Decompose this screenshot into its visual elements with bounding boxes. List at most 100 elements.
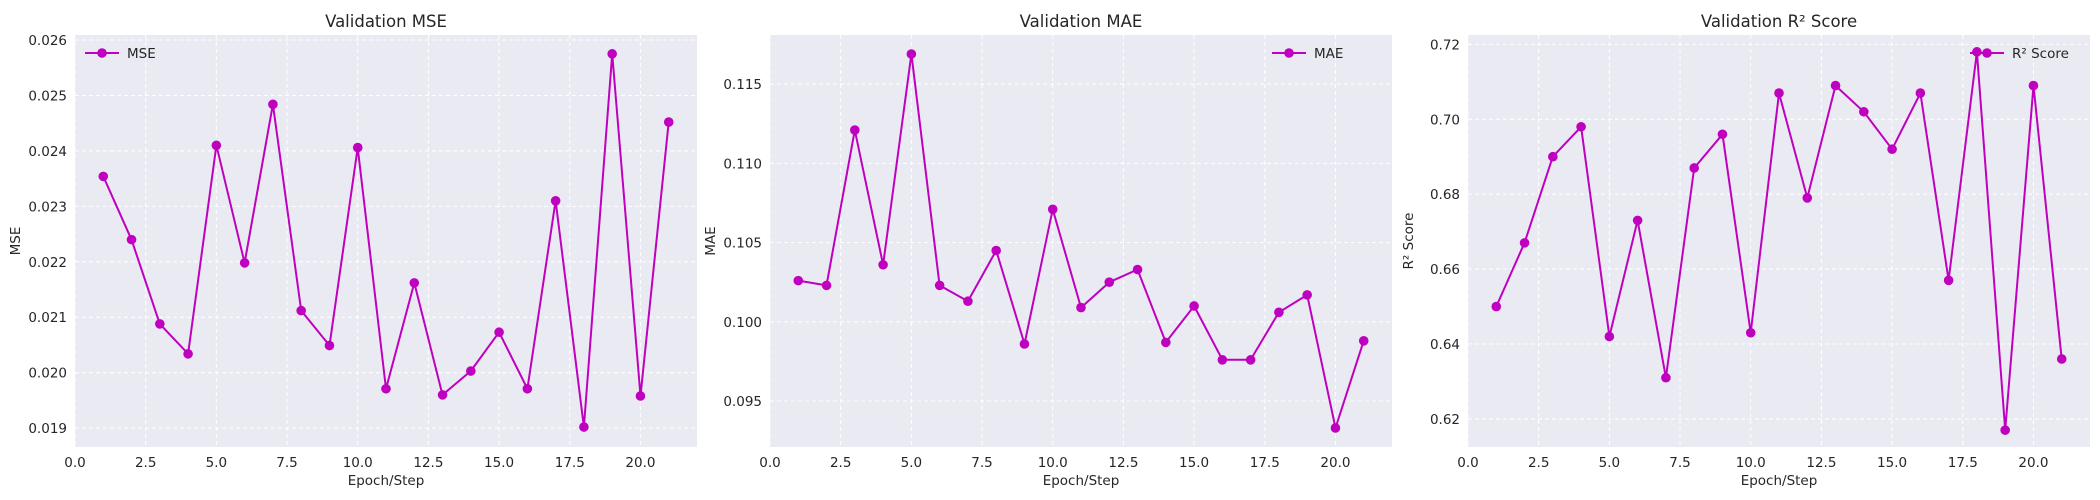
data-point — [409, 278, 420, 288]
data-point — [991, 245, 1001, 256]
data-point — [2028, 80, 2039, 91]
x-tick-label: 0.0 — [64, 455, 85, 471]
y-tick-label: 0.026 — [28, 33, 67, 49]
data-point — [2000, 425, 2010, 435]
data-point — [183, 349, 193, 359]
chart-title: Validation MSE — [325, 12, 447, 31]
y-tick-label: 0.110 — [723, 156, 762, 172]
y-tick-label: 0.024 — [28, 144, 67, 160]
y-tick-label: 0.68 — [1430, 187, 1460, 203]
data-point — [1161, 337, 1171, 348]
data-point — [1019, 339, 1030, 349]
data-point — [466, 366, 476, 376]
y-tick-label: 0.019 — [28, 421, 67, 437]
data-point — [793, 275, 804, 286]
data-point — [1491, 301, 1502, 312]
x-tick-label: 2.5 — [135, 455, 156, 471]
x-tick-label: 5.0 — [901, 455, 922, 471]
data-point — [1104, 277, 1115, 288]
y-tick-label: 0.62 — [1430, 412, 1460, 428]
data-point — [1076, 302, 1086, 313]
data-point — [1859, 106, 1869, 117]
chart-panel-2: 0.0 2.5 5.0 7.5 10.0 12.5 15.0 17.5 20.0 0.095 0.1… — [703, 12, 1392, 489]
data-point — [155, 319, 165, 329]
x-tick-label: 5.0 — [1599, 455, 1620, 471]
data-point — [1245, 355, 1256, 365]
data-point — [239, 258, 250, 268]
x-tick-label: 20.0 — [625, 455, 655, 471]
data-point — [850, 125, 860, 135]
x-tick-label: 2.5 — [1528, 455, 1549, 471]
data-point — [1774, 88, 1784, 98]
data-point — [878, 259, 888, 270]
x-tick-label: 15.0 — [1179, 455, 1209, 471]
data-point — [1717, 129, 1728, 140]
x-tick-label: 15.0 — [1877, 455, 1907, 471]
data-point — [635, 391, 646, 401]
data-point — [1302, 290, 1312, 300]
x-tick-label: 17.5 — [1250, 455, 1280, 471]
data-point — [1745, 327, 1756, 338]
x-tick-label: 7.5 — [971, 455, 992, 471]
data-point — [1047, 204, 1058, 215]
data-point — [494, 327, 504, 338]
data-point — [522, 383, 533, 394]
data-point — [906, 49, 917, 59]
x-axis-label: Epoch/Step — [1043, 473, 1120, 489]
data-point — [352, 142, 363, 153]
data-point — [1802, 193, 1813, 203]
data-point — [1519, 238, 1530, 248]
data-point — [821, 280, 832, 291]
data-point — [1132, 264, 1143, 275]
legend-label: MSE — [127, 46, 156, 62]
data-point — [268, 99, 278, 110]
data-point — [1661, 372, 1671, 383]
legend: R² Score — [1970, 46, 2069, 62]
x-tick-label: 7.5 — [276, 455, 297, 471]
data-point — [663, 117, 674, 127]
x-tick-label: 0.0 — [759, 455, 780, 471]
data-point — [934, 280, 945, 291]
legend-marker — [97, 48, 107, 58]
x-tick-label: 0.0 — [1457, 455, 1478, 471]
x-tick-label: 15.0 — [484, 455, 514, 471]
y-axis-label: MSE — [8, 227, 24, 256]
data-point — [296, 305, 306, 316]
data-point — [1604, 331, 1615, 342]
y-axis-label: R² Score — [1401, 213, 1417, 270]
data-point — [1972, 47, 1982, 57]
data-point — [211, 140, 222, 151]
data-point — [324, 340, 335, 351]
data-point — [1217, 355, 1228, 365]
chart-title: Validation MAE — [1020, 12, 1143, 31]
x-tick-label: 12.5 — [413, 455, 443, 471]
x-tick-label: 17.5 — [1948, 455, 1978, 471]
data-point — [607, 49, 617, 59]
y-tick-label: 0.72 — [1430, 37, 1460, 53]
x-tick-label: 12.5 — [1108, 455, 1138, 471]
x-tick-label: 20.0 — [2018, 455, 2048, 471]
y-tick-label: 0.020 — [28, 366, 67, 382]
data-point — [2056, 354, 2067, 364]
data-point — [1830, 80, 1841, 91]
y-tick-label: 0.021 — [28, 310, 67, 326]
x-axis-label: Epoch/Step — [348, 473, 425, 489]
data-point — [437, 390, 448, 400]
data-point — [1189, 301, 1199, 311]
y-tick-label: 0.115 — [723, 77, 762, 93]
y-tick-label: 0.66 — [1430, 262, 1460, 278]
y-tick-label: 0.025 — [28, 88, 67, 104]
data-point — [98, 171, 109, 182]
data-point — [1358, 336, 1369, 346]
data-point — [1689, 163, 1699, 173]
x-tick-label: 10.0 — [1736, 455, 1766, 471]
data-point — [1632, 215, 1643, 226]
data-point — [1548, 151, 1558, 162]
y-tick-label: 0.64 — [1430, 337, 1460, 353]
data-point — [963, 296, 973, 307]
data-point — [579, 422, 589, 432]
chart-title: Validation R² Score — [1701, 12, 1857, 31]
legend-label: R² Score — [2012, 46, 2069, 62]
y-tick-label: 0.105 — [723, 236, 762, 252]
